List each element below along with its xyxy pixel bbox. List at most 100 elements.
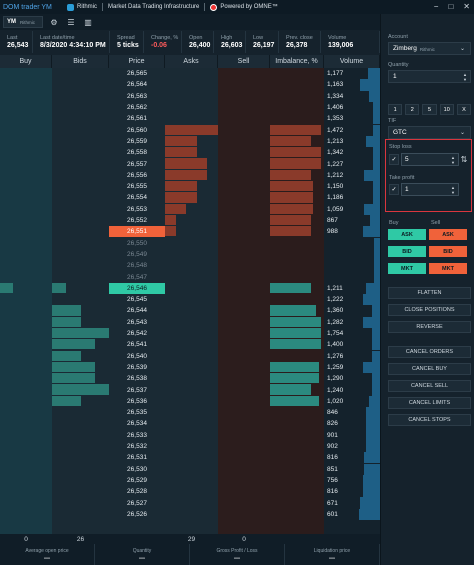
buy-cell[interactable] [0,430,52,441]
price-cell[interactable]: 26,548 [109,260,165,271]
sell-cell[interactable] [218,339,270,350]
price-cell[interactable]: 26,564 [109,79,165,90]
qty-2-button[interactable]: 2 [405,104,420,115]
minimize-button[interactable]: − [433,2,439,11]
buy-cell[interactable] [0,238,52,249]
qty-1-button[interactable]: 1 [388,104,403,115]
sell-cell[interactable] [218,283,270,294]
buy-cell[interactable] [0,418,52,429]
buy-cell[interactable] [0,452,52,463]
ladder-row[interactable]: 26,560 5 52.731,472 [0,124,380,136]
ladder-row[interactable]: 26,564 1,163 [0,79,380,91]
ladder-row[interactable]: 26,554 3 43.751,186 [0,192,380,204]
sell-cell[interactable] [218,328,270,339]
buy-ask-button[interactable]: ASK [388,229,426,240]
price-cell[interactable]: 26,535 [109,407,165,418]
buy-cell[interactable] [0,362,52,373]
cancel-stops-button[interactable]: CANCEL STOPS [388,414,471,426]
price-cell[interactable]: 26,538 [109,373,165,384]
buy-cell[interactable] [0,181,52,192]
ladder-row[interactable]: 26,533 901 [0,429,380,441]
ladder-row[interactable]: 26,555 3 45.451,150 [0,181,380,193]
price-cell[interactable]: 26,553 [109,204,165,215]
stepper-icon[interactable]: ▲ ▼ [451,185,455,195]
price-cell[interactable]: 26,546 [109,282,165,294]
buy-cell[interactable] [0,249,52,260]
buy-cell[interactable] [0,158,52,169]
quantity-input[interactable]: 1 ▲ ▼ [388,70,471,83]
sell-cell[interactable] [218,497,270,508]
price-cell[interactable]: 26,529 [109,475,165,486]
close-button[interactable]: ✕ [463,2,470,11]
price-cell[interactable]: 26,545 [109,294,165,305]
tif-select[interactable]: GTC ⌄ [388,126,471,139]
buy-cell[interactable] [0,305,52,316]
buy-cell[interactable] [0,271,52,282]
column-header[interactable]: Volume [324,55,380,68]
buy-cell[interactable] [0,282,52,294]
price-cell[interactable]: 26,562 [109,102,165,113]
buy-cell[interactable] [0,441,52,452]
sell-cell[interactable] [218,362,270,373]
sell-cell[interactable] [218,351,270,362]
ladder-row[interactable]: 4 26,537 501,240 [0,384,380,396]
price-cell[interactable]: 26,555 [109,181,165,192]
cancel-sell-button[interactable]: CANCEL SELL [388,380,471,392]
maximize-button[interactable]: □ [448,2,454,11]
price-cell[interactable]: 26,532 [109,441,165,452]
ladder-row[interactable]: 26,535 846 [0,407,380,419]
sell-cell[interactable] [218,464,270,475]
reverse-button[interactable]: REVERSE [388,321,471,333]
sell-cell[interactable] [218,226,270,237]
ladder-row[interactable]: 26,532 902 [0,440,380,453]
price-cell[interactable]: 26,560 [109,125,165,136]
cancel-buy-button[interactable]: CANCEL BUY [388,363,471,375]
buy-cell[interactable] [0,328,52,339]
ladder-row[interactable]: 26,531 816 [0,452,380,464]
sell-market-button[interactable]: MKT [429,263,467,274]
sell-cell[interactable] [218,373,270,384]
column-header[interactable]: Asks [165,55,218,68]
price-cell[interactable]: 26,550 [109,238,165,249]
ladder-row[interactable]: 26,551 1 50988 [0,226,380,238]
ladder-row[interactable]: 26,550 [0,237,380,249]
buy-cell[interactable] [0,486,52,497]
symbol-selector[interactable]: YM Rithmic [3,16,43,28]
buy-cell[interactable] [0,113,52,124]
sliders-icon[interactable]: ☰ [67,17,75,27]
buy-cell[interactable] [0,170,52,181]
column-header[interactable]: Price [109,55,165,68]
ladder-row[interactable]: 26,549 [0,248,380,261]
ladder-row[interactable]: 26,559 3 501,213 [0,135,380,148]
stepper-icon[interactable]: ▲ ▼ [451,155,455,165]
qty-10-button[interactable]: 10 [439,104,454,115]
price-cell[interactable]: 26,528 [109,486,165,497]
sell-cell[interactable] [218,317,270,328]
sell-cell[interactable] [218,305,270,316]
buy-cell[interactable] [0,226,52,237]
sell-cell[interactable] [218,215,270,226]
stop-loss-input[interactable]: 5 ▲ ▼ [401,153,459,166]
qty-5-button[interactable]: 5 [422,104,437,115]
buy-cell[interactable] [0,294,52,305]
ladder-row[interactable]: 26,552 1 50867 [0,214,380,227]
buy-bid-button[interactable]: BID [388,246,426,257]
ladder-row[interactable]: 26,547 [0,271,380,283]
price-cell[interactable]: 26,526 [109,509,165,520]
ladder-row[interactable]: 2 26,536 47.271,020 [0,395,380,407]
ladder-row[interactable]: 3 26,539 48.571,259 [0,361,380,374]
price-cell[interactable]: 26,549 [109,249,165,260]
ladder-row[interactable]: 26,553 2 44.441,059 [0,203,380,215]
buy-cell[interactable] [0,497,52,508]
ladder-row[interactable]: 3 26,541 54.551,400 [0,339,380,351]
ladder-row[interactable]: 26,556 4 501,212 [0,169,380,181]
sell-cell[interactable] [218,136,270,147]
sell-cell[interactable] [218,475,270,486]
columns-icon[interactable]: ▥ [84,17,92,27]
sell-cell[interactable] [218,204,270,215]
price-cell[interactable]: 26,547 [109,271,165,282]
cancel-orders-button[interactable]: CANCEL ORDERS [388,346,471,358]
price-cell[interactable]: 26,539 [109,362,165,373]
price-cell[interactable]: 26,554 [109,192,165,203]
sell-cell[interactable] [218,238,270,249]
